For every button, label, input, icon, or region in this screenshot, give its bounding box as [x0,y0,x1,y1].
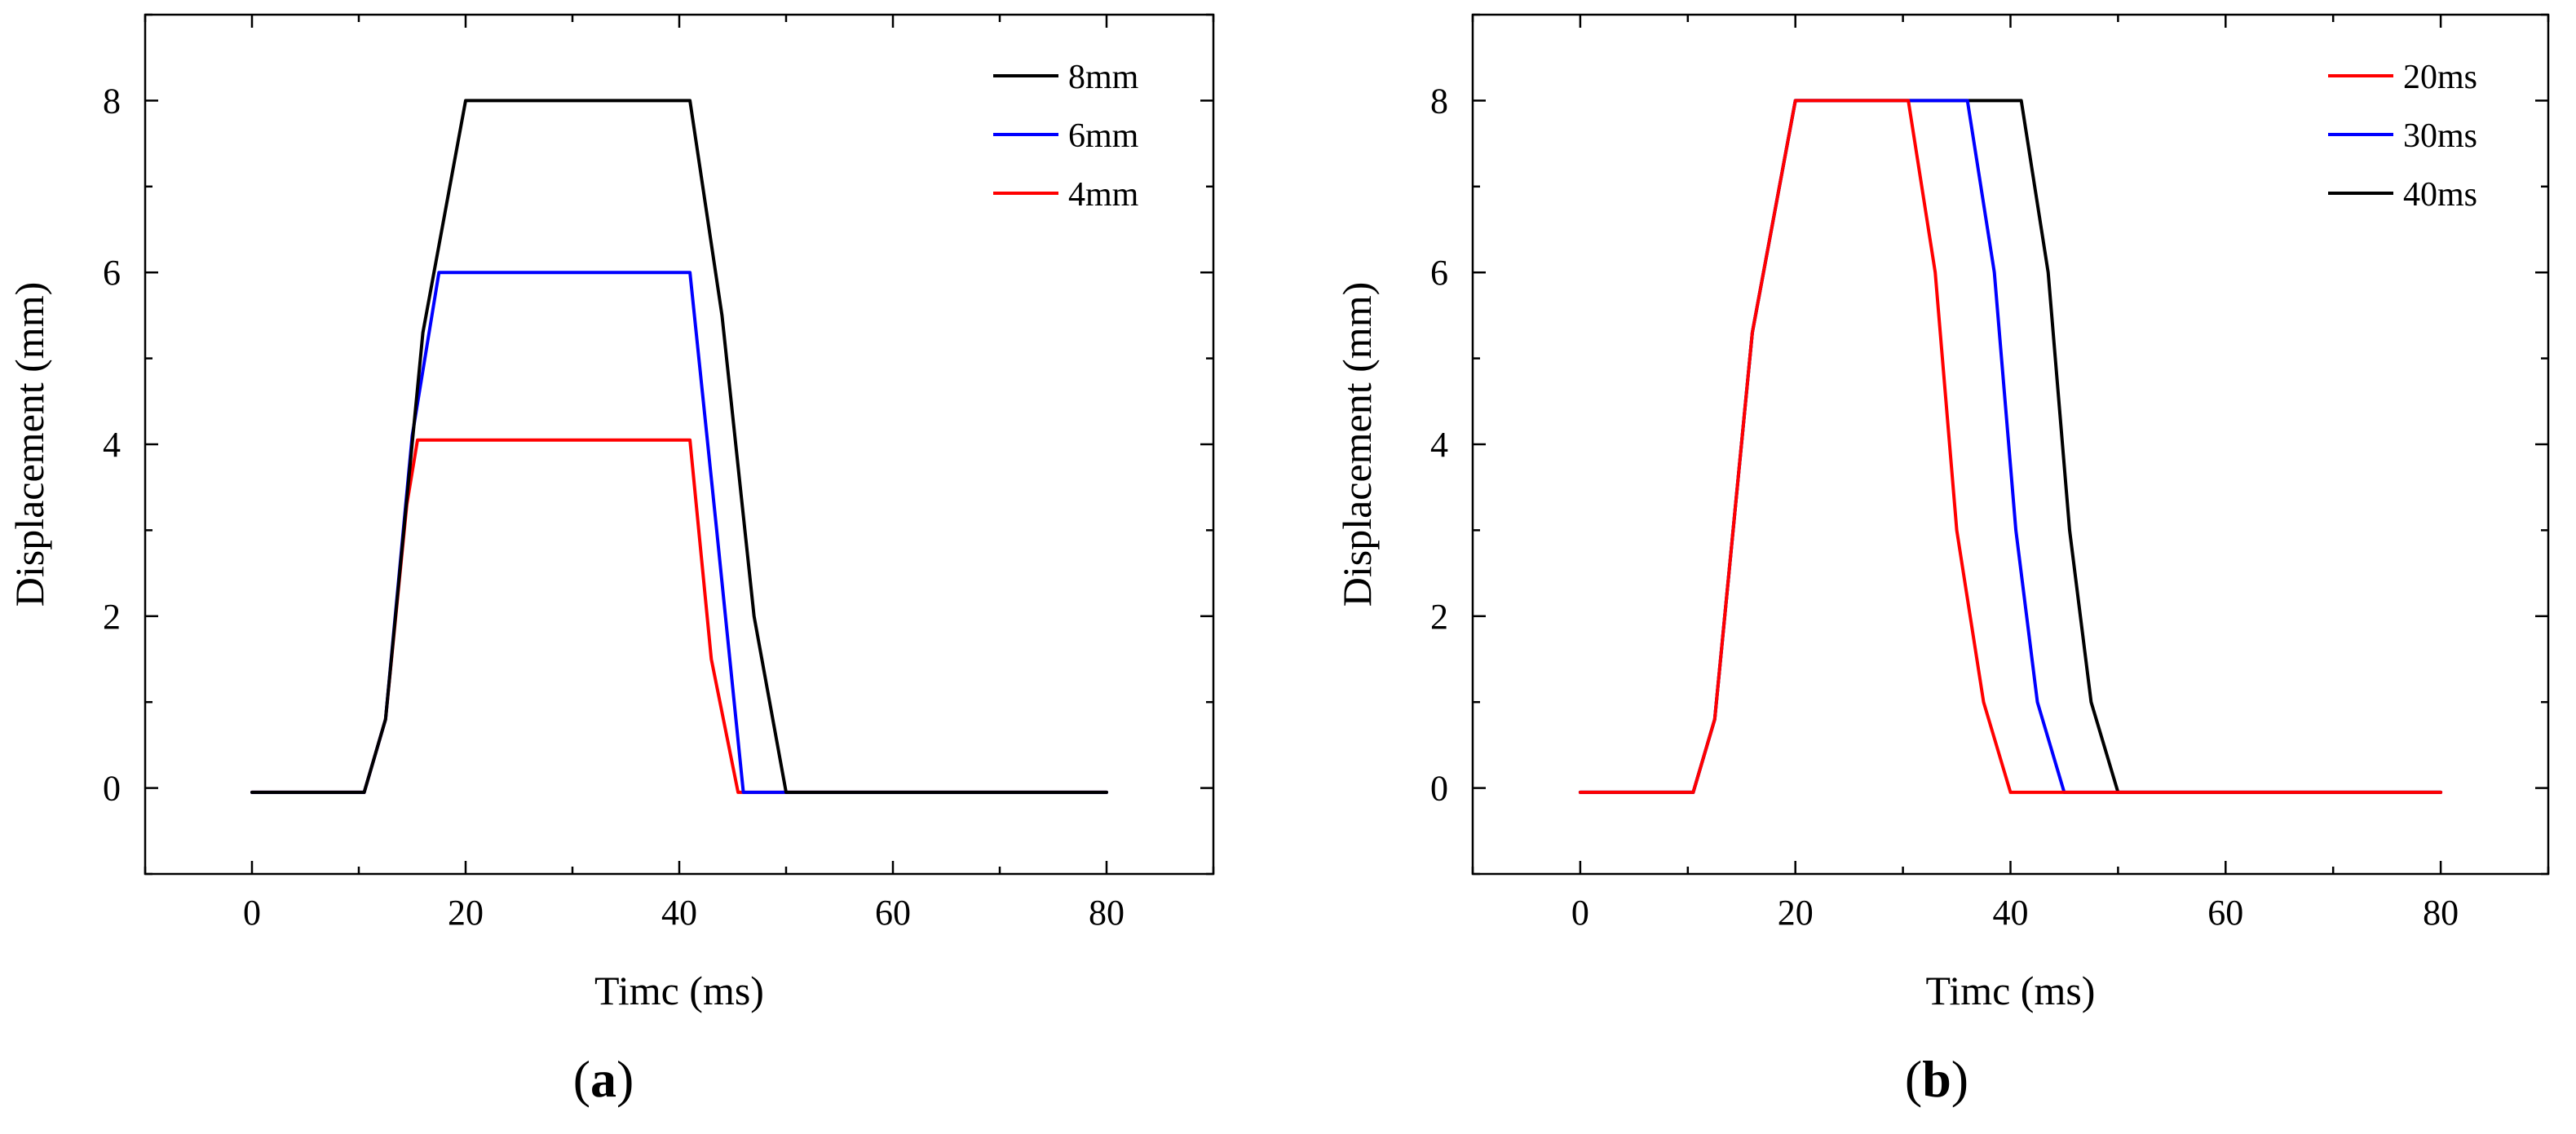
chart-b-x-tick-label: 0 [1571,893,1589,933]
chart-b-plot-frame [1471,13,2550,876]
chart-a-x-tick-label: 0 [243,893,261,933]
panel-label-b-close: ) [1951,1050,1968,1108]
chart-b-y-tick-label: 6 [1430,253,1448,293]
panel-label-b: (b) [1905,1050,1968,1108]
chart-b-x-tick-label: 80 [2423,893,2459,933]
chart-a-y-tick-label: 0 [103,769,121,809]
chart-a-plot-frame [144,13,1215,876]
chart-b-y-tick-label: 4 [1430,425,1448,465]
chart-a-y-tick-label: 2 [103,597,121,637]
chart-a-x-tick-label: 60 [875,893,911,933]
chart-a-y-axis-title: Displacement (mm) [7,282,52,607]
panel-a: 0 20 40 60 80 0 2 4 6 8 Timc (ms) Displacement (mm)… [7,13,1215,1013]
chart-a-legend-label-8mm: 8mm [1068,59,1139,96]
chart-b-x-tick-label: 60 [2207,893,2243,933]
chart-b-x-tick-label: 40 [1993,893,2029,933]
panel-label-a: (a) [573,1050,634,1108]
chart-a-y-tick-label: 4 [103,425,121,465]
chart-a-series-line-8mm [250,99,1108,794]
chart-b-legend-label-40ms: 40ms [2403,176,2477,214]
chart-b-y-tick-label: 0 [1430,769,1448,809]
chart-a-legend-label-6mm: 6mm [1068,117,1139,155]
chart-a-legend-label-4mm: 4mm [1068,176,1139,214]
chart-b-y-tick-label: 2 [1430,597,1448,637]
chart-b-y-tick-label: 8 [1430,81,1448,121]
panel-label-b-letter: b [1922,1050,1951,1108]
chart-b-y-axis-title: Displacement (mm) [1334,282,1380,607]
chart-b-x-tick-label: 20 [1778,893,1814,933]
chart-a-x-tick-label: 40 [661,893,697,933]
panel-label-a-letter: a [590,1050,616,1108]
chart-a-x-tick-label: 80 [1089,893,1125,933]
chart-a-y-tick-label: 8 [103,81,121,121]
chart-b-legend-label-30ms: 30ms [2403,117,2477,155]
chart-a-x-tick-label: 20 [448,893,484,933]
chart-b-series-line-20ms [1578,99,2443,794]
chart-b-legend-label-20ms: 20ms [2403,59,2477,96]
panel-label-b-open: ( [1905,1050,1922,1108]
chart-b-x-axis-title: Timc (ms) [1926,968,2096,1013]
panel-label-a-close: ) [616,1050,634,1108]
chart-a-x-axis-title: Timc (ms) [594,968,764,1013]
panel-b: 0 20 40 60 80 0 2 4 6 8 Timc (ms) Displacement (mm)… [1334,13,2550,1013]
chart-a-y-tick-label: 6 [103,253,121,293]
panel-label-a-open: ( [573,1050,590,1108]
